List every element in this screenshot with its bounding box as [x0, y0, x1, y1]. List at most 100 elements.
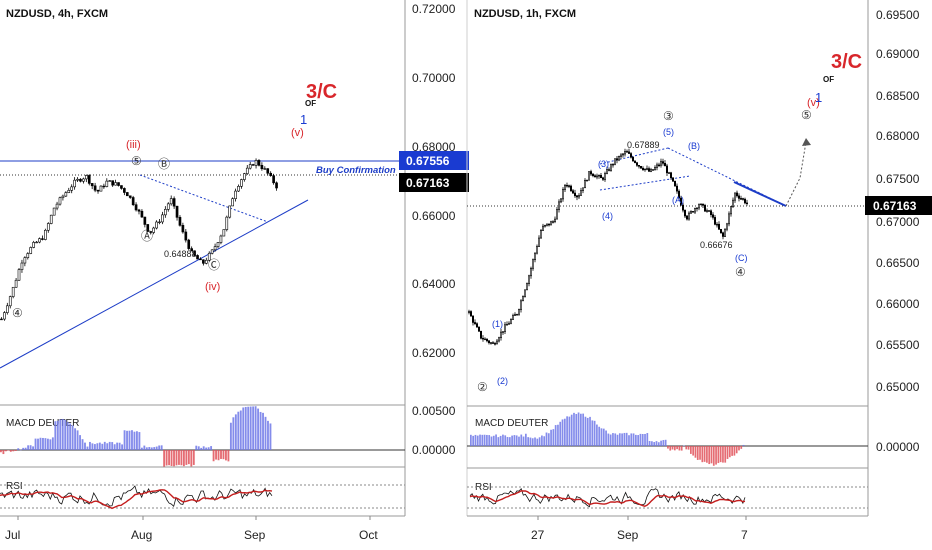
wave-circle-A: Ⓐ	[141, 229, 153, 243]
candle	[111, 180, 114, 187]
candle-body	[505, 324, 508, 326]
candle-body	[479, 330, 482, 339]
candle	[473, 319, 476, 326]
candle	[617, 155, 620, 162]
candle-body	[29, 247, 33, 254]
macd-bar	[584, 416, 587, 446]
candle-body	[489, 342, 492, 344]
candle-body	[627, 151, 630, 154]
candle	[35, 240, 38, 244]
wave-label-v: (v)	[807, 97, 820, 109]
macd-bar	[195, 445, 198, 450]
macd-bar	[699, 446, 701, 460]
macd-bar	[554, 425, 557, 446]
macd-bar	[61, 418, 64, 450]
right-x-tick: 27	[531, 528, 545, 542]
candle-body	[105, 180, 109, 187]
candle	[114, 179, 117, 186]
macd-bar	[207, 447, 210, 450]
macd-bar	[472, 435, 475, 446]
macd-bar	[0, 450, 2, 453]
macd-bar	[116, 442, 119, 450]
candle	[745, 199, 748, 206]
candle	[701, 203, 704, 209]
macd-bar	[706, 446, 708, 463]
left-y-tick: 0.70000	[412, 71, 456, 85]
candle-body	[701, 203, 704, 206]
macd-bar	[126, 430, 128, 450]
candle	[595, 173, 598, 180]
candle-body	[234, 190, 237, 199]
candle	[513, 312, 516, 316]
left-price-tag-blue	[399, 151, 469, 170]
macd-bar	[89, 441, 91, 450]
right-projection-arrow	[802, 138, 811, 146]
wave-label-C: (C)	[735, 253, 748, 263]
macd-bar	[479, 434, 481, 446]
candle	[645, 165, 648, 171]
macd-bar	[683, 445, 685, 447]
macd-bar	[259, 411, 262, 450]
candle-body	[477, 326, 480, 332]
candle	[609, 163, 612, 172]
candle-body	[665, 165, 668, 174]
candle	[93, 182, 97, 193]
candle	[199, 257, 202, 261]
candle	[169, 195, 173, 206]
candle-body	[161, 214, 164, 223]
candle-body	[82, 178, 85, 182]
candle	[633, 160, 636, 164]
candle-body	[697, 204, 700, 209]
candle-body	[123, 188, 126, 193]
candle-body	[515, 313, 518, 316]
wave-label-iv: (iv)	[205, 281, 220, 293]
macd-bar	[605, 430, 607, 446]
rsi-line	[0, 485, 273, 508]
macd-bar	[244, 406, 247, 450]
candle-body	[629, 153, 632, 158]
macd-bar	[49, 439, 52, 450]
candle	[85, 174, 88, 183]
candle-body	[525, 283, 528, 291]
candle-body	[44, 229, 47, 240]
candle-body	[175, 205, 179, 218]
candle-body	[521, 296, 524, 302]
macd-bar	[515, 435, 518, 446]
macd-bar	[22, 447, 25, 450]
left-candles	[0, 158, 278, 321]
candle-body	[719, 228, 722, 234]
candle	[659, 158, 662, 168]
candle	[687, 211, 690, 221]
right-y-tick: 0.65500	[876, 338, 920, 352]
candle-body	[483, 338, 486, 341]
macd-bar	[614, 433, 617, 446]
wave-label-1: 1	[815, 90, 822, 105]
wave-label-3c: 3/C	[831, 51, 862, 73]
macd-bar	[694, 446, 697, 458]
candle	[615, 155, 618, 164]
macd-bar	[525, 433, 527, 446]
candle	[533, 252, 536, 263]
candle	[58, 196, 62, 206]
candle	[202, 259, 205, 266]
candle	[485, 338, 488, 343]
macd-bar	[490, 436, 493, 446]
candle	[123, 187, 126, 196]
macd-bar	[19, 449, 22, 451]
candle	[152, 226, 155, 235]
macd-bar	[474, 434, 477, 446]
candle	[643, 168, 646, 172]
wave-circle-B: Ⓑ	[158, 157, 170, 171]
macd-bar	[728, 446, 731, 458]
macd-bar	[628, 435, 630, 446]
macd-bar	[673, 446, 676, 451]
macd-bar	[148, 447, 151, 450]
candle	[677, 189, 680, 201]
macd-bar	[582, 413, 585, 446]
macd-bar	[264, 416, 267, 450]
candle	[26, 252, 30, 260]
candle	[231, 197, 234, 207]
candle	[577, 193, 580, 200]
candle-body	[87, 175, 91, 184]
candle-body	[266, 168, 270, 174]
